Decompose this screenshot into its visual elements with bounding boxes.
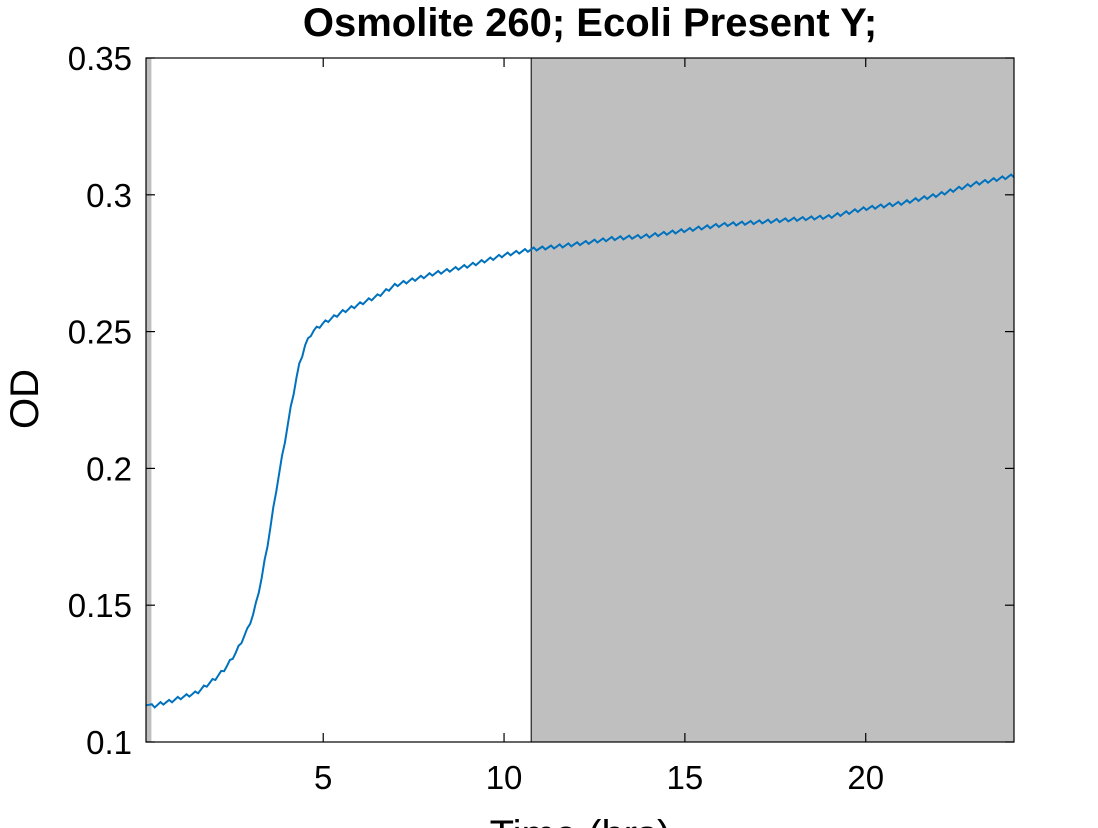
data-line-layer [145,173,1015,709]
y-tick-label: 0.15 [68,587,132,624]
y-tick-label: 0.3 [86,177,132,214]
ticks: 5 10 15 20 0.1 0.15 0.2 0.25 0.3 0.35 [68,40,1014,796]
y-tick-label: 0.2 [86,450,132,487]
x-tick-label: 10 [486,759,523,796]
plot-frame [145,57,1015,743]
shaded-regions [145,58,1014,742]
x-axis-label: Time (hrs) [490,813,671,828]
y-tick-label: 0.25 [68,314,132,351]
y-axis-label: OD [3,369,47,429]
y-tick-label: 0.1 [86,724,132,761]
shaded-region-2 [531,58,1014,742]
x-tick-label: 20 [847,759,884,796]
data-line-1 [145,173,1015,709]
axes [145,57,1015,743]
chart-title: Osmolite 260; Ecoli Present Y; [303,1,877,45]
x-tick-label: 15 [667,759,704,796]
shaded-region-1 [146,58,152,742]
y-tick-label: 0.35 [68,40,132,77]
x-tick-label: 5 [314,759,332,796]
